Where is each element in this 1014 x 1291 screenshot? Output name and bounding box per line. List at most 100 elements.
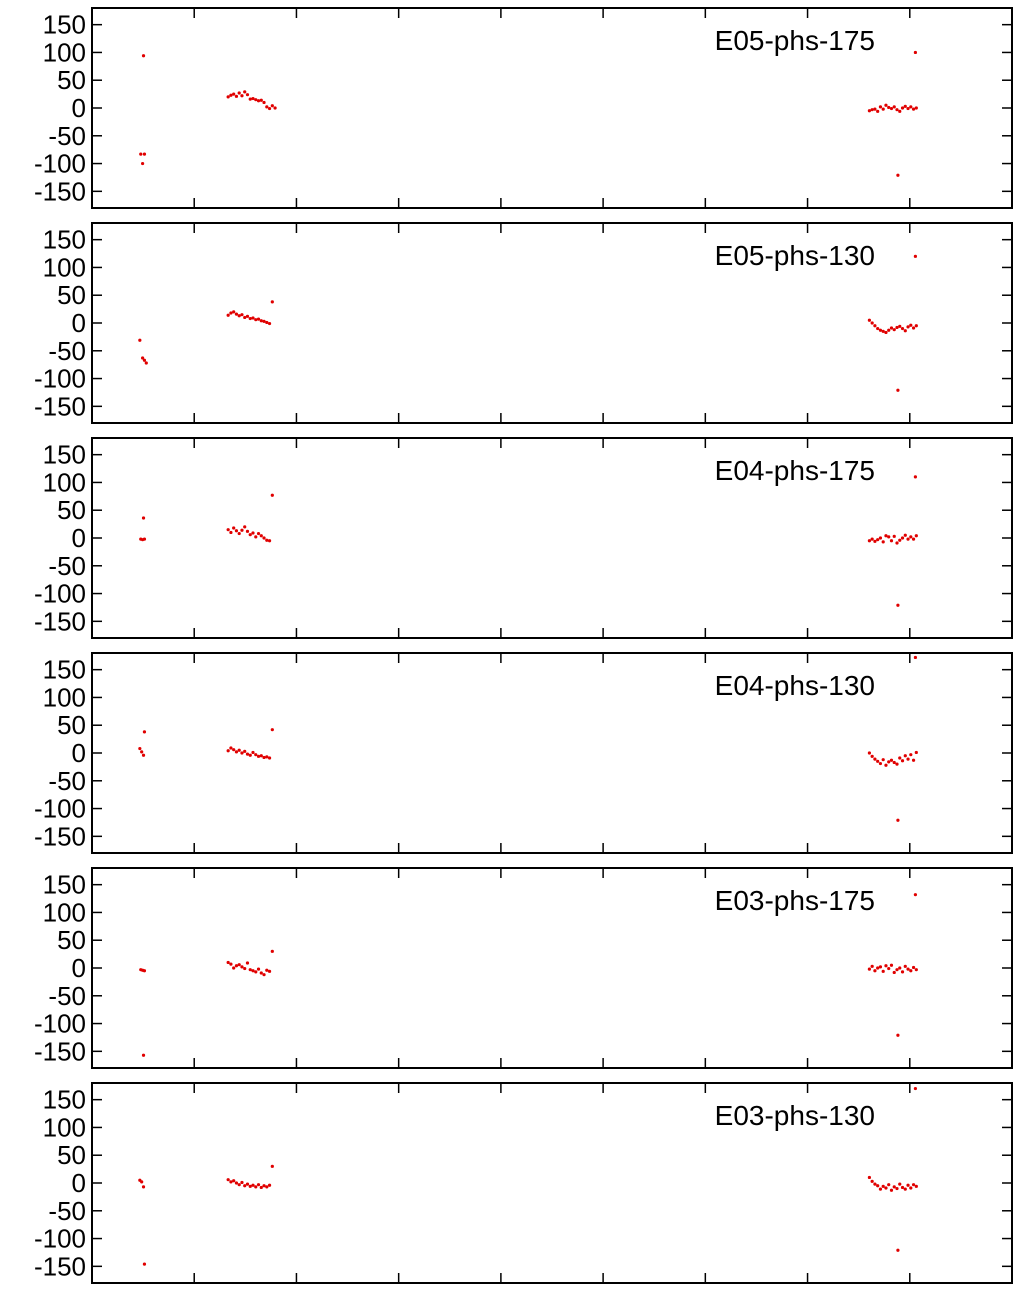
- panel-title: E05-phs-130: [715, 240, 875, 271]
- data-point: [887, 328, 891, 332]
- data-point: [881, 540, 885, 544]
- data-point: [914, 750, 918, 755]
- data-point: [243, 749, 247, 753]
- y-tick-label: 100: [43, 37, 86, 67]
- panel-title: E05-phs-175: [715, 25, 875, 56]
- data-point: [876, 109, 880, 113]
- data-point: [906, 1183, 910, 1187]
- data-point: [259, 1185, 263, 1190]
- data-point: [892, 970, 896, 975]
- data-point: [903, 329, 907, 333]
- y-tick-label: 100: [43, 467, 86, 497]
- y-tick-label: 0: [72, 1168, 86, 1198]
- data-point: [881, 107, 885, 111]
- data-point: [887, 760, 891, 764]
- y-tick-label: 50: [57, 65, 86, 95]
- data-point: [142, 537, 147, 541]
- data-point: [913, 475, 918, 479]
- data-point: [265, 968, 269, 972]
- data-point: [254, 970, 258, 974]
- data-point: [267, 969, 272, 973]
- data-point: [870, 964, 874, 968]
- data-point: [270, 949, 274, 953]
- data-point: [240, 528, 244, 532]
- data-point: [267, 1183, 272, 1187]
- data-point: [254, 753, 258, 757]
- data-point: [914, 534, 918, 538]
- data-point: [141, 161, 145, 166]
- data-point: [229, 746, 233, 750]
- data-point: [867, 1175, 872, 1180]
- data-point: [895, 108, 899, 112]
- y-tick-label: -50: [48, 336, 86, 366]
- data-point: [140, 1180, 144, 1184]
- data-point: [265, 755, 269, 759]
- y-tick-label: 150: [43, 870, 86, 900]
- data-point: [884, 103, 888, 107]
- data-point: [248, 968, 252, 972]
- data-point: [867, 318, 872, 322]
- data-point: [226, 95, 230, 99]
- data-point: [229, 311, 233, 315]
- y-tick-label: -50: [48, 981, 86, 1011]
- data-point: [245, 93, 250, 97]
- data-point: [270, 728, 274, 732]
- data-point: [232, 310, 236, 314]
- data-point: [876, 326, 880, 331]
- data-point: [895, 968, 899, 972]
- data-point: [867, 539, 872, 543]
- data-point: [892, 534, 896, 538]
- data-point: [237, 963, 241, 967]
- data-point: [873, 969, 877, 973]
- data-point: [884, 534, 888, 538]
- data-point: [259, 971, 263, 975]
- data-point: [898, 109, 902, 113]
- data-point: [895, 325, 899, 330]
- data-point: [265, 1185, 269, 1189]
- data-point: [259, 534, 263, 538]
- data-point: [914, 968, 918, 972]
- y-tick-label: 150: [43, 10, 86, 40]
- data-point: [243, 315, 247, 320]
- data-point: [889, 539, 894, 543]
- data-point: [887, 966, 891, 971]
- data-point: [895, 1186, 899, 1191]
- data-point: [909, 535, 913, 539]
- y-tick-label: -50: [48, 1196, 86, 1226]
- data-point: [234, 94, 239, 98]
- data-point: [245, 752, 250, 756]
- data-point: [898, 1182, 902, 1186]
- data-point: [914, 324, 918, 328]
- data-point: [226, 749, 230, 753]
- data-point: [873, 1182, 877, 1186]
- y-tick-label: 100: [43, 682, 86, 712]
- data-point: [251, 750, 255, 755]
- y-tick-label: -150: [34, 1251, 86, 1281]
- data-point: [237, 748, 241, 752]
- data-point: [876, 759, 880, 763]
- y-tick-label: 50: [57, 280, 86, 310]
- data-point: [909, 1186, 913, 1190]
- data-point: [245, 1182, 250, 1186]
- data-point: [265, 538, 269, 542]
- data-point: [896, 388, 900, 392]
- data-point: [892, 1185, 896, 1189]
- data-point: [240, 313, 244, 317]
- data-point: [254, 535, 258, 539]
- data-point: [139, 152, 143, 156]
- data-point: [900, 326, 905, 331]
- data-point: [142, 1262, 147, 1266]
- data-point: [226, 1178, 230, 1182]
- data-point: [895, 541, 899, 545]
- data-point: [887, 1183, 891, 1187]
- y-tick-label: 0: [72, 953, 86, 983]
- data-point: [870, 321, 874, 325]
- data-point: [141, 54, 146, 58]
- y-tick-label: 0: [72, 523, 86, 553]
- data-point: [911, 537, 916, 541]
- data-point: [142, 730, 147, 734]
- data-point: [243, 1184, 247, 1188]
